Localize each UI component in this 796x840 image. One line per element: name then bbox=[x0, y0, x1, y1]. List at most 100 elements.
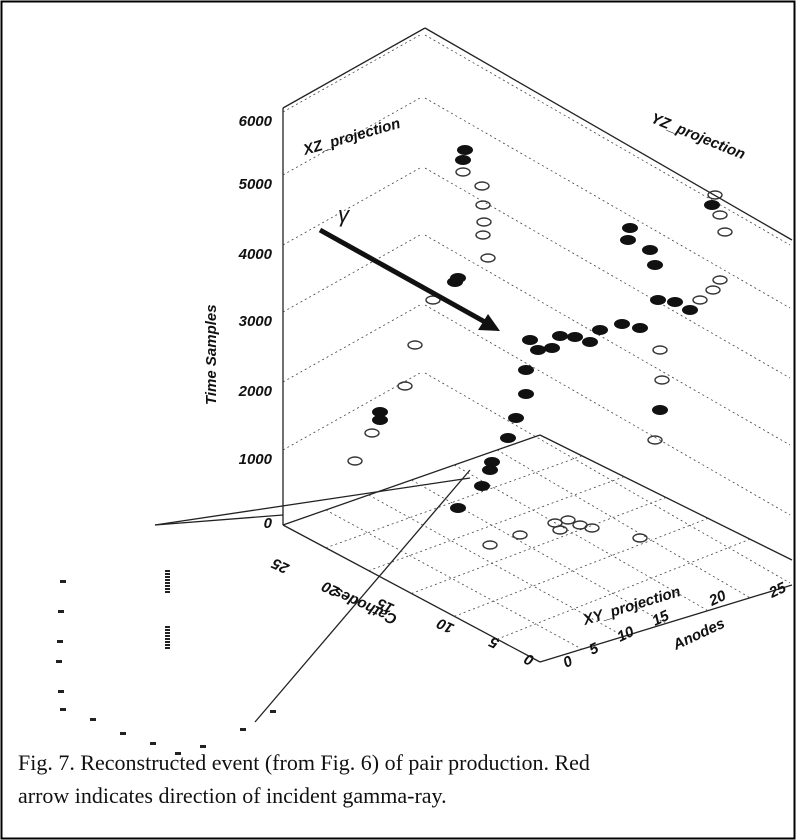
cathode-tick-label: 15 bbox=[374, 594, 397, 617]
z-tick-label: 3000 bbox=[239, 313, 273, 330]
point bbox=[165, 591, 170, 593]
point bbox=[717, 227, 733, 237]
point bbox=[58, 690, 64, 693]
panel-label: XZ_projection bbox=[300, 115, 402, 159]
grid-line bbox=[454, 517, 709, 617]
point bbox=[165, 644, 170, 646]
point bbox=[705, 285, 721, 295]
z-tick-label: 0 bbox=[264, 515, 273, 532]
point bbox=[397, 381, 413, 391]
point bbox=[150, 742, 156, 745]
point bbox=[654, 375, 670, 385]
point bbox=[57, 640, 63, 643]
point bbox=[704, 200, 720, 210]
point bbox=[552, 525, 568, 535]
point bbox=[484, 457, 500, 467]
point bbox=[480, 253, 496, 263]
point bbox=[457, 145, 473, 155]
grid-line bbox=[454, 464, 709, 612]
point bbox=[58, 610, 64, 613]
point bbox=[647, 260, 663, 270]
point bbox=[60, 708, 66, 711]
point bbox=[475, 200, 491, 210]
grid-line bbox=[424, 372, 791, 584]
cathode-tick-label: 25 bbox=[269, 554, 293, 577]
point bbox=[455, 155, 471, 165]
point bbox=[165, 632, 170, 634]
point bbox=[530, 345, 546, 355]
point bbox=[632, 323, 648, 333]
point bbox=[347, 456, 363, 466]
cathode-tick-label: 20 bbox=[319, 577, 343, 600]
point bbox=[476, 217, 492, 227]
grid-line bbox=[368, 494, 625, 637]
point bbox=[692, 295, 708, 305]
point bbox=[425, 295, 441, 305]
point bbox=[712, 275, 728, 285]
point bbox=[560, 515, 576, 525]
gamma-arrow bbox=[318, 227, 500, 331]
point bbox=[240, 728, 246, 731]
point bbox=[620, 235, 636, 245]
point bbox=[165, 626, 170, 628]
grid-lines bbox=[282, 34, 791, 650]
grid-line bbox=[282, 34, 421, 113]
z-tick-label: 5000 bbox=[239, 176, 273, 193]
cathode-tick-label: 5 bbox=[486, 633, 501, 652]
anode-axis-label: Anodes bbox=[670, 615, 728, 654]
point bbox=[518, 365, 534, 375]
grid-line bbox=[424, 34, 791, 246]
caption-line: Fig. 7. Reconstructed event (from Fig. 6… bbox=[18, 750, 590, 775]
point bbox=[165, 576, 170, 578]
anode-tick-label: 20 bbox=[706, 587, 730, 610]
point bbox=[175, 752, 181, 755]
point bbox=[622, 223, 638, 233]
arrow-label: γ bbox=[338, 202, 351, 227]
point bbox=[455, 167, 471, 177]
grid-line bbox=[325, 455, 583, 549]
point bbox=[165, 579, 170, 581]
grid-line bbox=[282, 97, 421, 176]
panel-label: YZ_projection bbox=[649, 110, 748, 163]
grid-line bbox=[424, 234, 791, 446]
point bbox=[647, 435, 663, 445]
grid-line bbox=[496, 449, 751, 599]
anode-tick-label: 25 bbox=[766, 579, 790, 602]
point bbox=[582, 337, 598, 347]
cathode-tick-label: 0 bbox=[521, 650, 536, 669]
grid-line bbox=[282, 304, 421, 383]
point bbox=[642, 245, 658, 255]
anode-tick-label: 0 bbox=[561, 652, 576, 671]
point bbox=[56, 660, 62, 663]
point bbox=[165, 582, 170, 584]
point bbox=[474, 181, 490, 191]
point bbox=[682, 305, 698, 315]
grid-line bbox=[424, 304, 791, 516]
point bbox=[650, 295, 666, 305]
grid-line bbox=[424, 97, 791, 309]
point bbox=[120, 732, 126, 735]
grid-line bbox=[282, 372, 421, 451]
point bbox=[450, 503, 466, 513]
point bbox=[482, 465, 498, 475]
anode-tick-label: 5 bbox=[587, 639, 602, 658]
point bbox=[512, 530, 528, 540]
point bbox=[518, 389, 534, 399]
grid-line bbox=[411, 479, 667, 624]
point bbox=[165, 629, 170, 631]
z-tick-label: 2000 bbox=[238, 383, 273, 400]
point bbox=[652, 345, 668, 355]
point bbox=[667, 297, 683, 307]
point bbox=[592, 325, 608, 335]
point bbox=[474, 481, 490, 491]
point bbox=[712, 210, 728, 220]
point bbox=[544, 343, 560, 353]
z-tick-label: 4000 bbox=[238, 246, 273, 263]
grid-line bbox=[411, 497, 667, 594]
point bbox=[165, 588, 170, 590]
point bbox=[165, 585, 170, 587]
point bbox=[508, 413, 524, 423]
point bbox=[90, 718, 96, 721]
